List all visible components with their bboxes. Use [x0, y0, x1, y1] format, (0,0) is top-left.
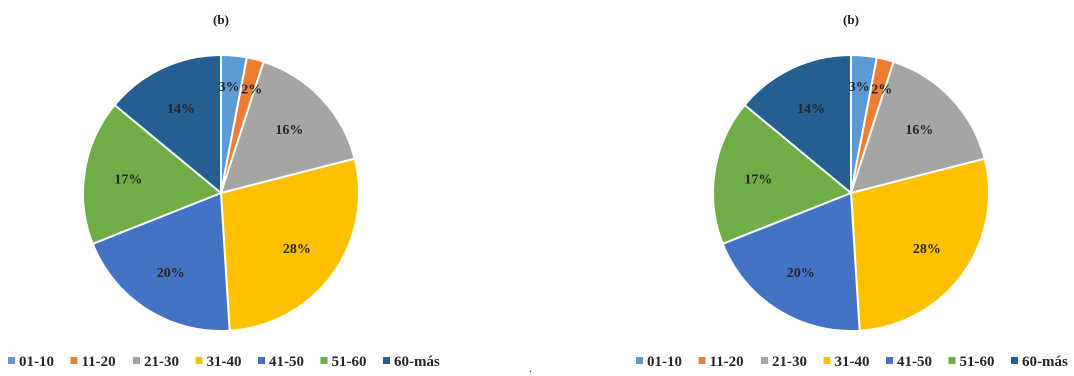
legend-label: 01-10: [19, 354, 54, 370]
slice-label: 14%: [167, 102, 195, 117]
pie-slice-51-60: [82, 103, 223, 246]
legend-swatch: [195, 357, 203, 364]
slice-label: 28%: [913, 242, 941, 257]
legend-label: 11-20: [82, 354, 116, 370]
pie-chart-right: (b) 3% 2% 16% 28% 20% 17% 14% 01-10 11-20 21-30 31-…: [636, 12, 1068, 370]
legend-swatch: [258, 357, 265, 364]
slice-label: 2%: [871, 83, 892, 98]
slice-label: 3%: [219, 80, 240, 95]
legend-label: 01-10: [647, 354, 682, 370]
legend-swatch: [383, 357, 390, 364]
pie-chart-left: (b) 3% 2% 16% 28% 20% 17% 14% 01-10 11-20 21-30 31-…: [8, 12, 440, 370]
chart-title: (b): [843, 12, 859, 27]
legend-swatch: [70, 357, 78, 364]
pie-slice-41-50: [721, 191, 861, 332]
slice-label: 17%: [744, 172, 772, 187]
legend-swatch: [761, 357, 768, 364]
legend-label: 21-30: [772, 354, 807, 370]
legend-swatch: [698, 357, 706, 364]
legend-label: 31-40: [207, 354, 242, 370]
legend-swatch: [1011, 357, 1018, 364]
legend-swatch: [823, 357, 831, 364]
legend-swatch: [8, 357, 15, 364]
legend-label: 31-40: [835, 354, 870, 370]
legend-label: 51-60: [332, 354, 367, 370]
pie-slice-51-60: [712, 103, 853, 246]
legend-label: 60-más: [394, 354, 440, 370]
pie-slice-60-más: [743, 53, 852, 196]
slice-label: 20%: [787, 266, 815, 281]
legend-label: 60-más: [1022, 354, 1068, 370]
legend-label: 41-50: [897, 354, 932, 370]
slice-label: 3%: [849, 80, 870, 95]
slice-label: 28%: [283, 242, 311, 257]
slice-label: 20%: [157, 266, 185, 281]
pie-slice-21-30: [219, 60, 356, 195]
pie-slice-31-40: [219, 157, 360, 332]
pie-slice-21-30: [849, 60, 986, 195]
legend-swatch: [133, 357, 140, 364]
legend-swatch: [886, 357, 893, 364]
chart-title: (b): [213, 12, 229, 27]
legend-label: 51-60: [960, 354, 995, 370]
pie-slice-60-más: [113, 53, 222, 196]
slice-label: 16%: [905, 123, 933, 138]
slice-label: 17%: [114, 172, 142, 187]
pie-slice-41-50: [91, 191, 231, 332]
legend-label: 21-30: [144, 354, 179, 370]
legend-swatch: [320, 357, 328, 364]
legend-swatch: [636, 357, 643, 364]
slice-label: 16%: [275, 123, 303, 138]
legend-label: 41-50: [269, 354, 304, 370]
legend-swatch: [948, 357, 956, 364]
stray-dot: .: [529, 361, 532, 375]
slice-label: 2%: [241, 83, 262, 98]
legend-label: 11-20: [710, 354, 744, 370]
slice-label: 14%: [797, 102, 825, 117]
pie-slice-31-40: [849, 157, 990, 332]
